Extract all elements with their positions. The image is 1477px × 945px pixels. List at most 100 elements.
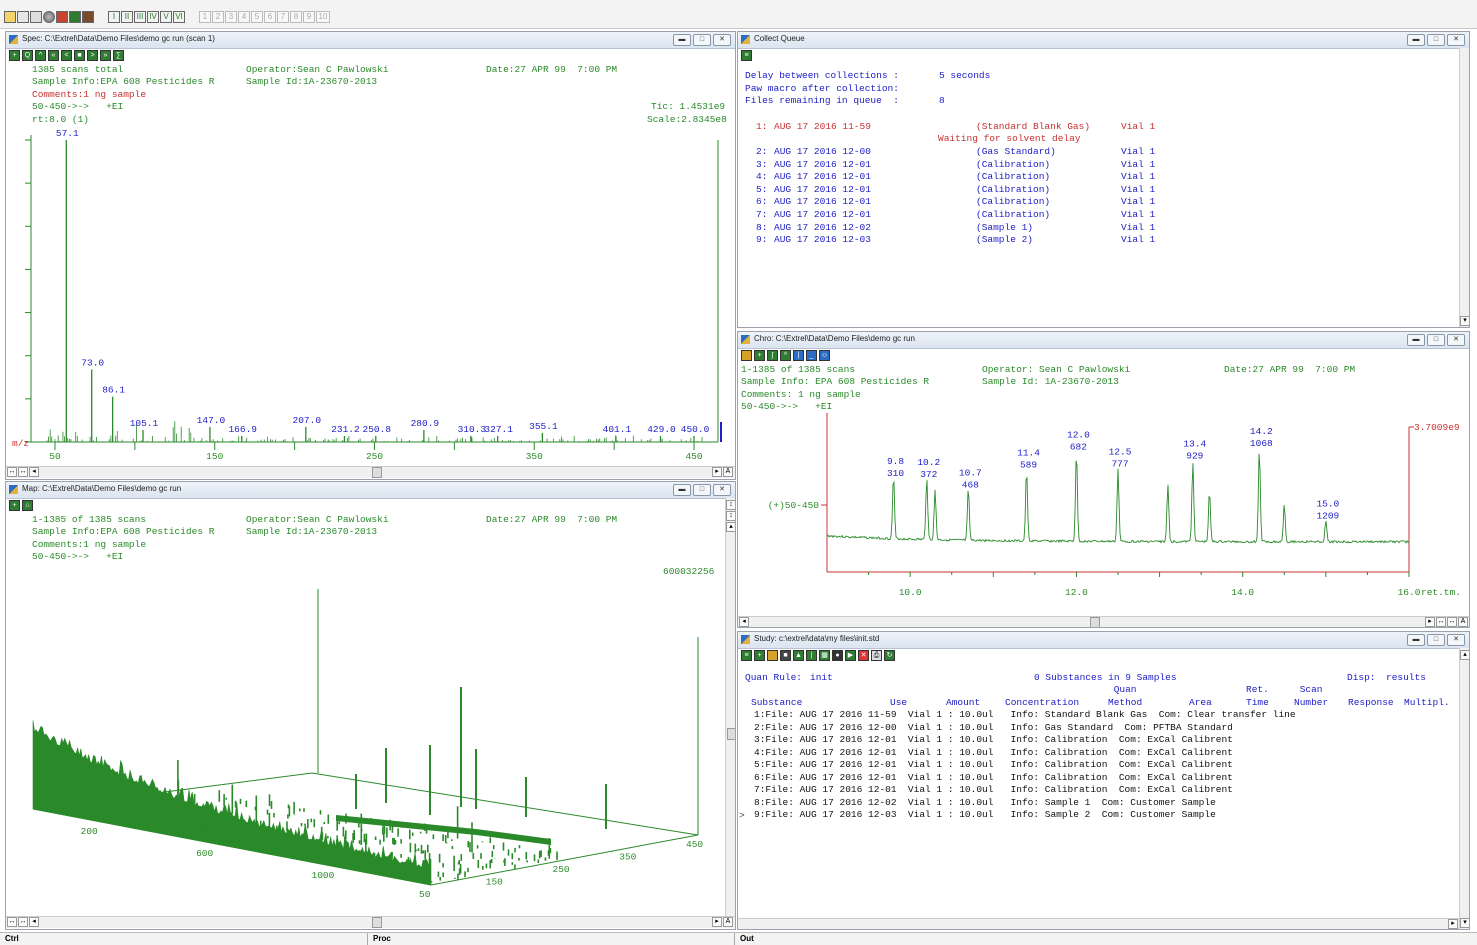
map-move-icon[interactable]: + bbox=[9, 500, 20, 511]
chro-hscroll[interactable]: ◂ ▸ ↔ ↔ A bbox=[738, 616, 1469, 627]
close-icon[interactable]: ✕ bbox=[1447, 34, 1465, 46]
scroll-thumb[interactable] bbox=[1090, 617, 1100, 627]
scroll-right-icon[interactable]: ▸ bbox=[1425, 617, 1435, 627]
chromatogram-chart[interactable]: 3.7009e9 (+)50-450 10.0 12.0 14.0 16.0 ret.tm.… bbox=[738, 407, 1469, 607]
globe-icon[interactable] bbox=[43, 11, 55, 23]
window-slot-7-button[interactable]: 7 bbox=[277, 11, 289, 23]
zoom-full-icon[interactable]: ↔ bbox=[18, 917, 28, 927]
map-rotate-icon[interactable]: ⌂ bbox=[22, 500, 33, 511]
tilt-full-icon[interactable]: ↕ bbox=[726, 511, 735, 521]
disp-value[interactable]: results bbox=[1386, 672, 1426, 683]
maximize-icon[interactable]: □ bbox=[693, 34, 711, 46]
maximize-icon[interactable]: □ bbox=[693, 484, 711, 496]
layout-4-button[interactable]: IV bbox=[147, 11, 159, 23]
study-open-icon[interactable] bbox=[767, 650, 778, 661]
col-ret-time[interactable]: Ret. Time bbox=[1246, 684, 1269, 708]
close-icon[interactable]: ✕ bbox=[713, 484, 731, 496]
col-use[interactable]: Use bbox=[890, 697, 908, 708]
spec-hscroll[interactable]: ↔ ↔ ◂ ▸ A bbox=[6, 466, 735, 478]
window-slot-3-button[interactable]: 3 bbox=[225, 11, 237, 23]
study-row[interactable]: 9:File: AUG 17 2016 12-03 Vial 1 : 10.0u… bbox=[754, 809, 1216, 820]
spec-chart[interactable]: 50 150 250 350 450 m/z 57.1 73.0 86.1 105.1 147.01… bbox=[6, 122, 735, 462]
autoscale-icon[interactable]: A bbox=[1458, 617, 1468, 627]
maximize-icon[interactable]: □ bbox=[1427, 634, 1445, 646]
queue-control-icon[interactable]: ≡ bbox=[741, 50, 752, 61]
study-row[interactable]: 8:File: AUG 17 2016 12-02 Vial 1 : 10.0u… bbox=[754, 796, 1216, 808]
quan-rule-value[interactable]: init bbox=[810, 672, 833, 683]
window-slot-5-button[interactable]: 5 bbox=[251, 11, 263, 23]
col-response[interactable]: Response bbox=[1348, 697, 1394, 708]
spec-sum-icon[interactable]: ∑ bbox=[113, 50, 124, 61]
col-substance[interactable]: Substance bbox=[751, 697, 803, 708]
map-icon[interactable] bbox=[69, 11, 81, 23]
maximize-icon[interactable]: □ bbox=[1427, 34, 1445, 46]
zoom-full-icon[interactable]: ↔ bbox=[1447, 617, 1457, 627]
spec-prev-icon[interactable]: < bbox=[61, 50, 72, 61]
col-amount[interactable]: Amount bbox=[946, 697, 981, 708]
scroll-up-icon[interactable]: ▴ bbox=[1460, 650, 1469, 660]
tilt-icon[interactable]: ↕ bbox=[726, 500, 735, 510]
chro-move-icon[interactable]: + bbox=[754, 350, 765, 361]
spec-titlebar[interactable]: Spec: C:\Extrel\Data\Demo Files\demo gc … bbox=[6, 32, 735, 49]
spec-marker[interactable] bbox=[720, 422, 722, 442]
study-refresh-icon[interactable]: ↻ bbox=[884, 650, 895, 661]
scroll-left-icon[interactable]: ◂ bbox=[739, 617, 749, 627]
study-hscroll[interactable]: ▸ bbox=[738, 918, 1459, 929]
chro-titlebar[interactable]: Chro: C:\Extrel\Data\Demo Files\demo gc … bbox=[738, 332, 1469, 349]
spec-stop-icon[interactable]: ■ bbox=[74, 50, 85, 61]
study-print-icon[interactable]: ⎙ bbox=[871, 650, 882, 661]
col-multipl[interactable]: Multipl. bbox=[1404, 697, 1450, 708]
zoom-out-icon[interactable]: ↔ bbox=[1436, 617, 1446, 627]
chro-baseline-icon[interactable]: _ bbox=[806, 350, 817, 361]
spec-peak-icon[interactable]: ^ bbox=[35, 50, 46, 61]
scroll-thumb[interactable] bbox=[372, 917, 382, 928]
minimize-icon[interactable]: ▬ bbox=[1407, 334, 1425, 346]
scroll-down-icon[interactable]: ▾ bbox=[1460, 918, 1469, 928]
print-icon[interactable] bbox=[30, 11, 42, 23]
probe-icon[interactable] bbox=[17, 11, 29, 23]
window-slot-2-button[interactable]: 2 bbox=[212, 11, 224, 23]
minimize-icon[interactable]: ▬ bbox=[673, 484, 691, 496]
col-area[interactable]: Area bbox=[1189, 697, 1212, 708]
study-save-icon[interactable]: ■ bbox=[780, 650, 791, 661]
minimize-icon[interactable]: ▬ bbox=[673, 34, 691, 46]
window-slot-4-button[interactable]: 4 bbox=[238, 11, 250, 23]
map-terrain[interactable] bbox=[32, 720, 432, 886]
window-slot-1-button[interactable]: 1 bbox=[199, 11, 211, 23]
spec-zoom-icon[interactable]: Q bbox=[22, 50, 33, 61]
map-3d-plot[interactable]: 200 600 1000 50 150 250 350 450 bbox=[6, 577, 724, 917]
scroll-right-icon[interactable]: ▸ bbox=[1448, 919, 1458, 929]
window-slot-6-button[interactable]: 6 bbox=[264, 11, 276, 23]
close-icon[interactable]: ✕ bbox=[1447, 334, 1465, 346]
chro-bar-icon[interactable]: | bbox=[793, 350, 804, 361]
scroll-left-icon[interactable]: ◂ bbox=[29, 467, 39, 477]
layout-2-button[interactable]: II bbox=[121, 11, 133, 23]
vscroll-thumb[interactable] bbox=[727, 728, 735, 740]
spec-next-icon[interactable]: > bbox=[87, 50, 98, 61]
chart-icon[interactable] bbox=[82, 11, 94, 23]
minimize-icon[interactable]: ▬ bbox=[1407, 634, 1425, 646]
open-icon[interactable] bbox=[4, 11, 16, 23]
study-list-icon[interactable]: ≡ bbox=[741, 650, 752, 661]
study-add-icon[interactable]: + bbox=[754, 650, 765, 661]
queue-titlebar[interactable]: Collect Queue ▬ □ ✕ bbox=[738, 32, 1469, 49]
spec-move-icon[interactable]: + bbox=[9, 50, 20, 61]
chro-person-icon[interactable]: ☺ bbox=[819, 350, 830, 361]
queue-vscroll[interactable]: ▾ bbox=[1459, 48, 1469, 327]
zoom-out-icon[interactable]: ↔ bbox=[7, 917, 17, 927]
window-slot-10-button[interactable]: 10 bbox=[316, 11, 330, 23]
scroll-down-icon[interactable]: ▾ bbox=[1460, 316, 1469, 326]
minimize-icon[interactable]: ▬ bbox=[1407, 34, 1425, 46]
layout-6-button[interactable]: VI bbox=[173, 11, 185, 23]
scroll-up-icon[interactable]: ▴ bbox=[726, 522, 735, 532]
col-quan-method[interactable]: Quan Method bbox=[1108, 684, 1143, 708]
study-row[interactable]: 7:File: AUG 17 2016 12-01 Vial 1 : 10.0u… bbox=[754, 784, 1233, 795]
study-row[interactable]: 3:File: AUG 17 2016 12-01 Vial 1 : 10.0u… bbox=[754, 734, 1233, 745]
scroll-thumb[interactable] bbox=[372, 467, 382, 478]
chro-integrate-icon[interactable]: ∫ bbox=[767, 350, 778, 361]
map-hscroll[interactable]: ↔ ↔ ◂ ▸ A bbox=[6, 916, 735, 928]
spec-first-icon[interactable]: « bbox=[48, 50, 59, 61]
study-row[interactable]: 1:File: AUG 17 2016 11-59 Vial 1 : 10.0u… bbox=[754, 709, 1296, 720]
close-icon[interactable]: ✕ bbox=[1447, 634, 1465, 646]
layout-1-button[interactable]: I bbox=[108, 11, 120, 23]
